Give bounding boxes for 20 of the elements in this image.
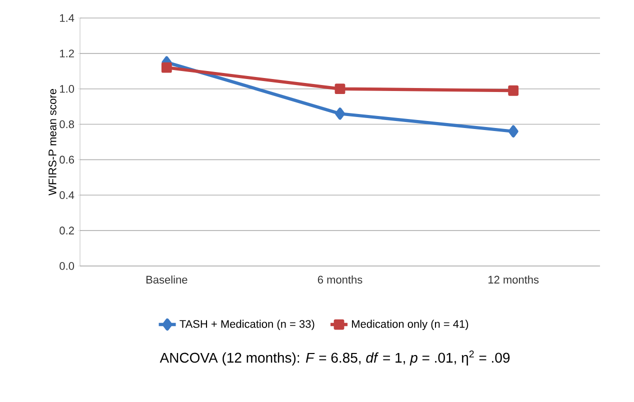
x-tick-label: 12 months [488,276,539,284]
text: ANCOVA (12 months): F = 6.85, df = 1, p = .01, η$^{2}$ = .09 [160,350,510,366]
y-tick-label: 0.2 [60,226,74,234]
point [335,108,345,120]
legend-label: Medication only (n = 41) [352,320,468,330]
y-tick-label: 0.0 [60,262,74,270]
y-tick-label: 0.6 [60,156,74,164]
x-tick-label: Baseline [146,276,188,284]
y-axis-title: WFIRS-P mean score [48,89,56,196]
point [334,84,346,94]
y-tick-label: 1.2 [60,50,74,58]
legend-label: TASH + Medication (n = 33) [180,320,314,330]
y-tick-label: 1.0 [60,84,74,93]
point [508,125,518,138]
x-tick-label: 6 months [318,276,362,284]
y-tick-label: 0.8 [60,120,74,128]
y-tick-label: 1.4 [60,14,74,22]
point [508,85,519,96]
point [161,62,172,73]
y-tick-label: 0.4 [60,191,74,200]
